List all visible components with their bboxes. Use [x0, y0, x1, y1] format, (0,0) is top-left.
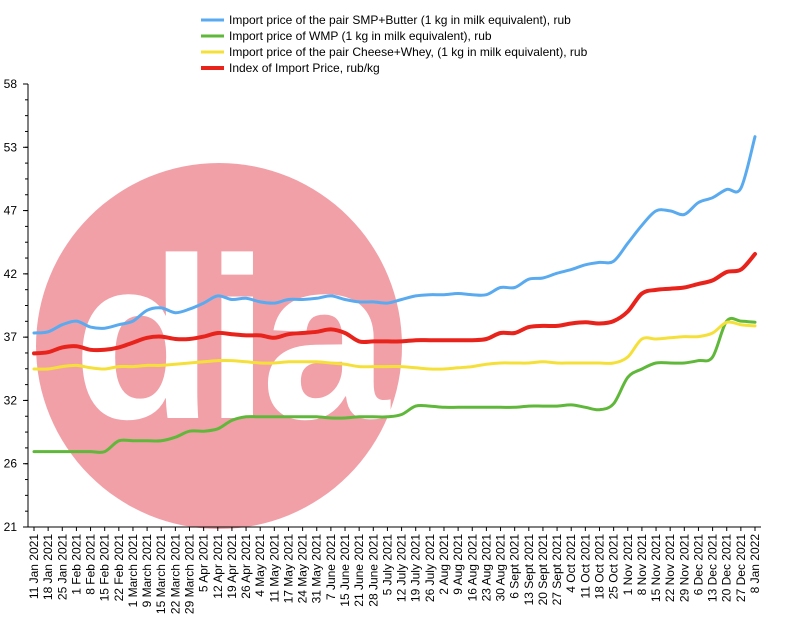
x-tick-label: 7 June 2021	[324, 534, 338, 600]
x-tick-label: 15 June 2021	[338, 534, 352, 607]
x-tick-label: 19 Apr 2021	[225, 534, 239, 599]
x-tick-label: 2 Aug 2021	[437, 534, 451, 595]
legend-entry-wmp-label: Import price of WMP (1 kg in milk equiva…	[229, 29, 492, 43]
x-tick-label: 25 Jan 2021	[55, 534, 69, 600]
x-tick-label: 12 Apr 2021	[211, 534, 225, 599]
series-import-index-line	[32, 252, 757, 356]
x-tick-label: 29 Nov 2021	[677, 534, 691, 602]
dia-watermark-logo: dia	[36, 163, 402, 529]
x-tick-label: 5 Apr 2021	[197, 534, 211, 592]
chart-legend: Import price of the pair SMP+Butter (1 k…	[201, 13, 588, 75]
x-tick-label: 21 June 2021	[352, 534, 366, 607]
x-tick-label: 25 Oct 2021	[607, 534, 621, 600]
x-tick-label: 22 Nov 2021	[663, 534, 677, 602]
x-tick-label: 17 May 2021	[281, 534, 295, 604]
x-tick-label: 9 Aug 2021	[451, 534, 465, 595]
series-wmp-line	[32, 316, 757, 454]
series-smp-butter-line	[32, 135, 757, 335]
x-tick-label: 15 March 2021	[154, 534, 168, 614]
y-tick-label: 42	[4, 267, 18, 281]
legend-entry-cheese-whey-label: Import price of the pair Cheese+Whey, (1…	[229, 45, 588, 59]
x-tick-label: 8 Jan 2022	[748, 534, 762, 594]
x-tick-label: 1 March 2021	[126, 534, 140, 608]
x-tick-label: 6 Sept 2021	[508, 534, 522, 599]
x-tick-label: 23 Aug 2021	[479, 534, 493, 602]
watermark-circle	[36, 163, 402, 529]
x-tick-label: 12 July 2021	[395, 534, 409, 602]
y-tick-label: 53	[4, 140, 18, 154]
x-tick-label: 15 Feb 2021	[98, 534, 112, 602]
legend-entry-import-index-label: Index of Import Price, rub/kg	[229, 61, 380, 75]
watermark-text: dia	[73, 210, 391, 467]
y-tick-label: 47	[4, 204, 18, 218]
x-tick-label: 4 May 2021	[253, 534, 267, 597]
x-tick-label: 6 Dec 2021	[691, 534, 705, 596]
x-tick-label: 31 May 2021	[310, 534, 324, 604]
x-tick-label: 9 March 2021	[140, 534, 154, 608]
legend-entry-smp-butter-label: Import price of the pair SMP+Butter (1 k…	[229, 13, 571, 27]
x-tick-label: 27 Dec 2021	[734, 534, 748, 602]
x-tick-label: 1 Nov 2021	[621, 534, 635, 596]
x-tick-label: 4 Oct 2021	[564, 534, 578, 593]
x-tick-label: 28 June 2021	[366, 534, 380, 607]
y-tick-label: 37	[4, 330, 18, 344]
x-tick-label: 30 Aug 2021	[494, 534, 508, 602]
x-tick-label: 13 Sept 2021	[522, 534, 536, 606]
x-tick-label: 22 March 2021	[168, 534, 182, 614]
x-tick-label: 18 Oct 2021	[592, 534, 606, 600]
x-tick-label: 11 Oct 2021	[578, 534, 592, 599]
x-tick-label: 20 Dec 2021	[720, 534, 734, 602]
x-tick-label: 20 Sept 2021	[536, 534, 550, 606]
x-tick-label: 8 Nov 2021	[635, 534, 649, 596]
y-tick-label: 26	[4, 457, 18, 471]
x-tick-label: 5 July 2021	[380, 534, 394, 596]
x-tick-label: 27 Sept 2021	[550, 534, 564, 606]
x-tick-label: 8 Feb 2021	[84, 534, 98, 595]
x-tick-label: 29 March 2021	[183, 534, 197, 614]
x-tick-label: 24 May 2021	[296, 534, 310, 604]
x-tick-label: 26 Apr 2021	[239, 534, 253, 599]
x-tick-label: 15 Nov 2021	[649, 534, 663, 602]
x-tick-label: 1 Feb 2021	[69, 534, 83, 595]
y-tick-label: 58	[4, 77, 18, 91]
x-tick-label: 11 Jan 2021	[27, 534, 41, 599]
x-tick-label: 19 July 2021	[409, 534, 423, 602]
x-tick-label: 13 Dec 2021	[706, 534, 720, 602]
y-tick-label: 21	[4, 520, 18, 534]
x-tick-label: 26 July 2021	[423, 534, 437, 602]
x-tick-label: 11 May 2021	[267, 534, 281, 603]
series-cheese-whey-line	[32, 320, 757, 371]
y-tick-label: 32	[4, 393, 18, 407]
x-tick-label: 16 Aug 2021	[465, 534, 479, 602]
x-tick-label: 18 Jan 2021	[41, 534, 55, 600]
series-lines	[32, 135, 757, 454]
x-tick-label: 22 Feb 2021	[112, 534, 126, 602]
